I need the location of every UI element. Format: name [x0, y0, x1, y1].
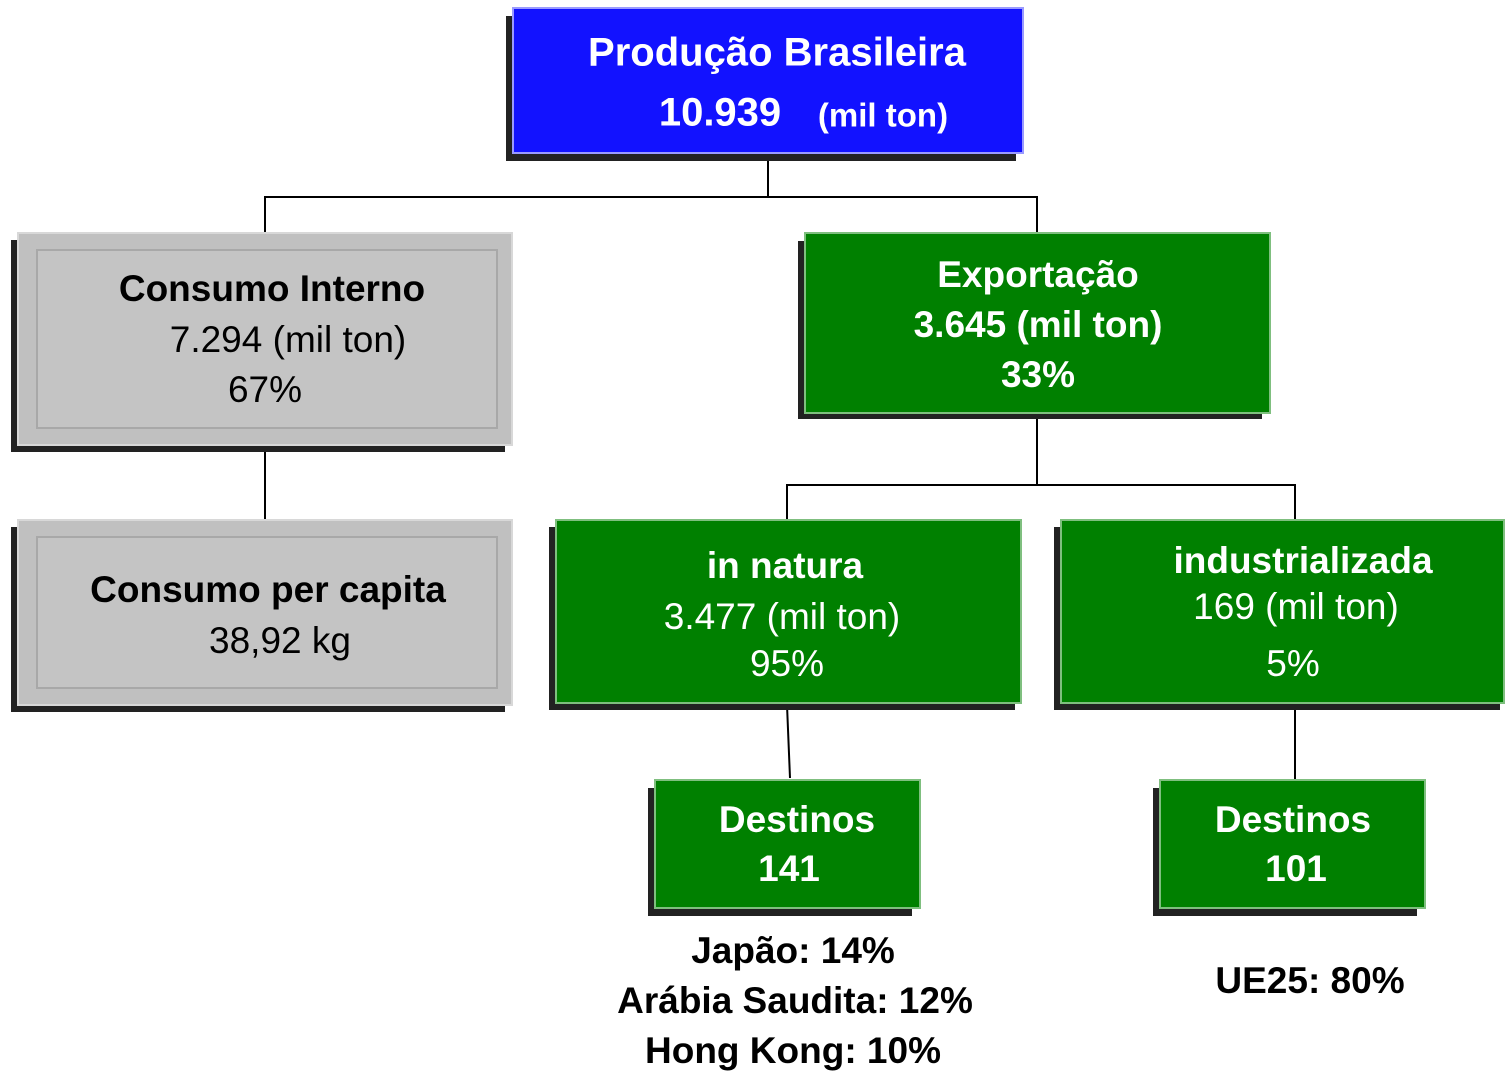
- label: Produção Brasileira: [588, 31, 967, 75]
- percent: 33%: [1001, 354, 1075, 395]
- label: Destinos: [1215, 799, 1371, 840]
- label: Destinos: [719, 799, 875, 840]
- notes: Japão: 14% Arábia Saudita: 12% Hong Kong…: [617, 930, 1404, 1071]
- node-production: Produção Brasileira 10.939 (mil ton): [506, 7, 1024, 161]
- note: Hong Kong: 10%: [645, 1030, 941, 1071]
- label: industrializada: [1173, 540, 1432, 581]
- value: 3.477 (mil ton): [664, 596, 901, 637]
- label: Consumo Interno: [119, 268, 425, 309]
- note: UE25: 80%: [1215, 960, 1404, 1001]
- node-in-natura: in natura 3.477 (mil ton) 95%: [549, 519, 1022, 710]
- value: 141: [758, 848, 820, 889]
- value: 10.939: [659, 91, 781, 135]
- note: Arábia Saudita: 12%: [617, 980, 973, 1021]
- value: 7.294 (mil ton): [170, 319, 407, 360]
- value: 169 (mil ton): [1193, 586, 1399, 627]
- note: Japão: 14%: [691, 930, 895, 971]
- node-industrializada: industrializada 169 (mil ton) 5%: [1054, 519, 1505, 710]
- node-destinos-industrializada: Destinos 101: [1153, 779, 1426, 916]
- value: 101: [1265, 848, 1327, 889]
- label: Exportação: [937, 254, 1139, 295]
- label: in natura: [707, 545, 864, 586]
- connectors: [264, 158, 1296, 780]
- node-consumo-interno: Consumo Interno 7.294 (mil ton) 67%: [11, 232, 513, 452]
- percent: 95%: [750, 643, 824, 684]
- node-exportacao: Exportação 3.645 (mil ton) 33%: [798, 232, 1271, 419]
- percent: 67%: [228, 369, 302, 410]
- value: 3.645 (mil ton): [914, 304, 1163, 345]
- value: 38,92 kg: [209, 620, 351, 661]
- label: Consumo per capita: [90, 569, 446, 610]
- unit: (mil ton): [818, 97, 948, 134]
- node-consumo-per-capita: Consumo per capita 38,92 kg: [11, 519, 513, 712]
- node-destinos-natura: Destinos 141: [648, 779, 921, 916]
- percent: 5%: [1266, 643, 1319, 684]
